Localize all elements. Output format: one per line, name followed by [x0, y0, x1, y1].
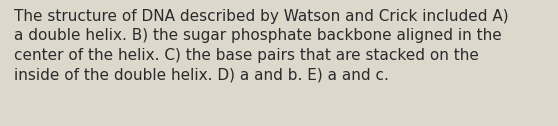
Text: The structure of DNA described by Watson and Crick included A)
a double helix. B: The structure of DNA described by Watson…	[14, 9, 508, 83]
